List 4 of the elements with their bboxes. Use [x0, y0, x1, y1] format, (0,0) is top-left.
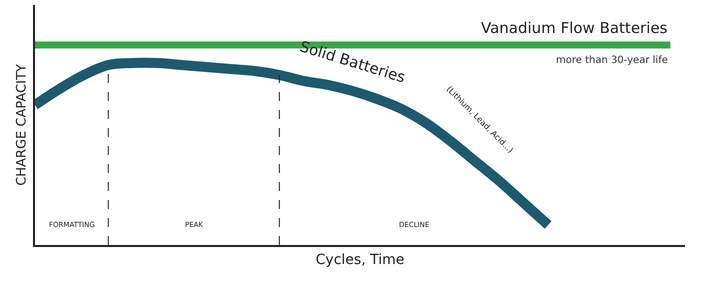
series-label: Vanadium Flow Batteries: [481, 19, 668, 37]
x-axis-title: Cycles, Time: [316, 252, 404, 268]
y-axis-title: CHARGE CAPACITY: [14, 64, 30, 186]
annotation: more than 30-year life: [556, 55, 668, 66]
